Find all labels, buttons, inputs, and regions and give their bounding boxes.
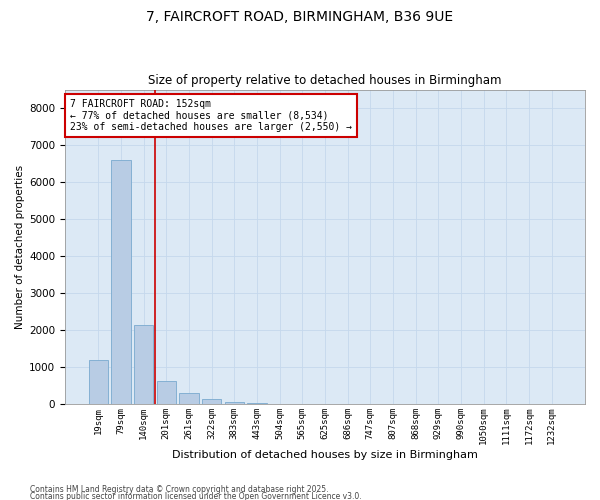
Text: 7, FAIRCROFT ROAD, BIRMINGHAM, B36 9UE: 7, FAIRCROFT ROAD, BIRMINGHAM, B36 9UE (146, 10, 454, 24)
Bar (202, 399, 221, 404)
Bar (134, 325, 153, 404)
Bar (224, 402, 244, 404)
Bar (157, 381, 176, 404)
X-axis label: Distribution of detached houses by size in Birmingham: Distribution of detached houses by size … (172, 450, 478, 460)
Text: Contains public sector information licensed under the Open Government Licence v3: Contains public sector information licen… (30, 492, 362, 500)
Bar (179, 394, 199, 404)
Bar (247, 403, 266, 404)
Bar (112, 160, 131, 404)
Text: Contains HM Land Registry data © Crown copyright and database right 2025.: Contains HM Land Registry data © Crown c… (30, 486, 329, 494)
Y-axis label: Number of detached properties: Number of detached properties (15, 164, 25, 329)
Title: Size of property relative to detached houses in Birmingham: Size of property relative to detached ho… (148, 74, 502, 87)
Text: 7 FAIRCROFT ROAD: 152sqm
← 77% of detached houses are smaller (8,534)
23% of sem: 7 FAIRCROFT ROAD: 152sqm ← 77% of detach… (70, 99, 352, 132)
Bar (89, 360, 108, 404)
